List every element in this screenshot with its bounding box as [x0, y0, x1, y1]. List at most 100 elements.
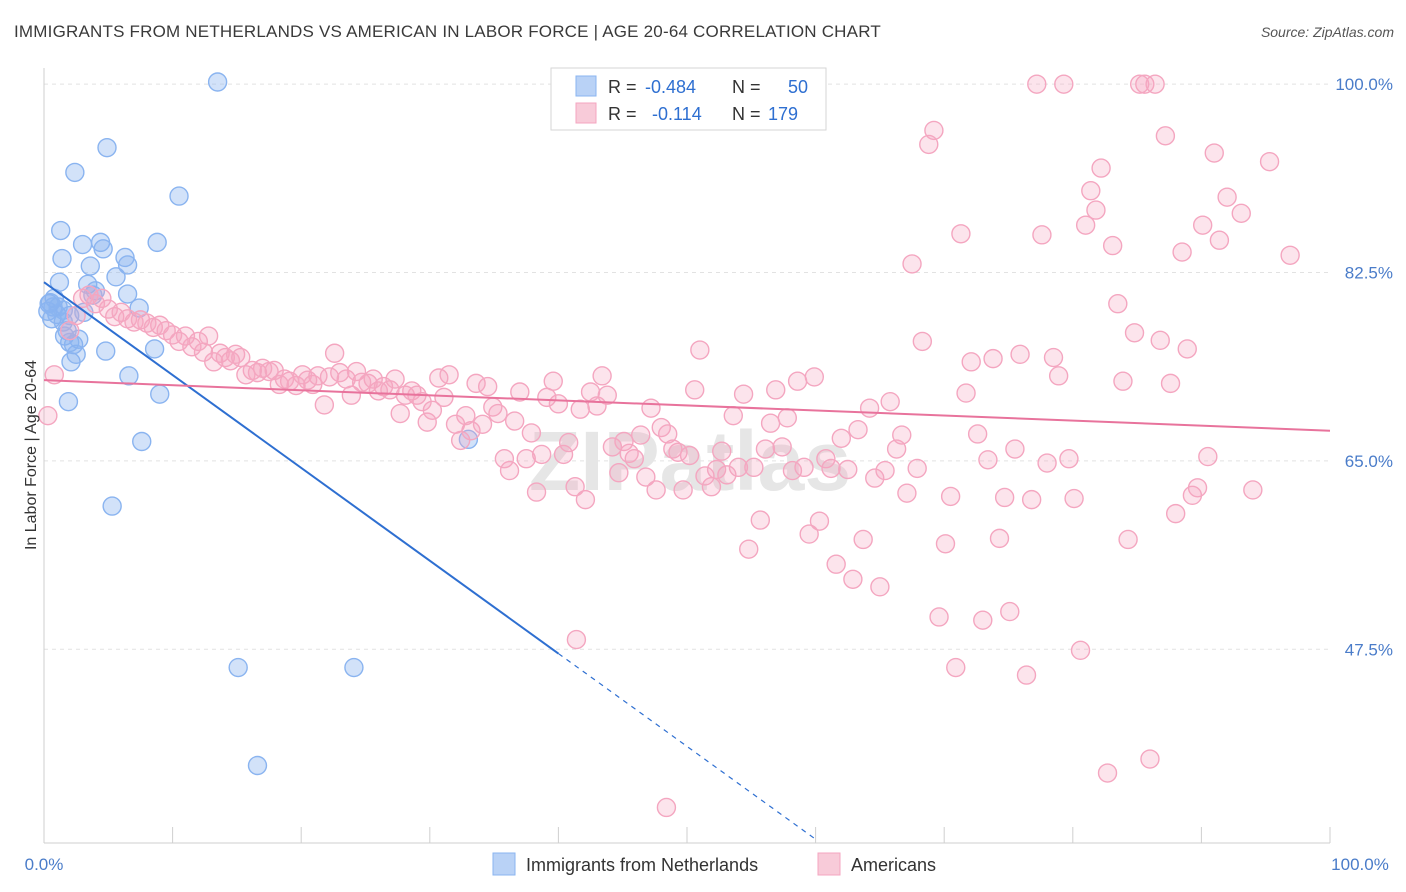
americans-point	[385, 369, 405, 389]
bottom-legend-label-netherlands: Immigrants from Netherlands	[526, 855, 758, 875]
americans-point	[865, 468, 885, 488]
americans-point	[924, 120, 944, 141]
americans-point	[1059, 449, 1079, 469]
americans-point	[1000, 601, 1020, 622]
americans-point	[723, 405, 743, 426]
chart-title: IMMIGRANTS FROM NETHERLANDS VS AMERICAN …	[14, 22, 881, 41]
americans-point	[733, 384, 754, 404]
americans-point	[766, 380, 786, 400]
americans-point	[902, 254, 922, 274]
americans-point	[553, 444, 574, 465]
americans-point	[701, 477, 722, 497]
bottom-legend-label-americans: Americans	[851, 855, 936, 875]
netherlands-point	[93, 239, 113, 259]
axes	[43, 68, 1330, 844]
americans-point	[1140, 749, 1160, 769]
americans-point	[1129, 74, 1150, 94]
americans-point	[929, 607, 949, 627]
americans-point	[912, 331, 933, 352]
americans-point	[38, 405, 58, 426]
legend-r-value-2: -0.114	[652, 104, 702, 124]
americans-point	[1021, 489, 1042, 510]
bottom-legend-swatch-netherlands	[492, 852, 516, 876]
americans-point	[1032, 225, 1052, 245]
americans-point	[466, 373, 486, 394]
americans-point	[782, 460, 803, 481]
americans-point	[989, 528, 1010, 549]
netherlands-point	[66, 344, 86, 365]
americans-point	[712, 441, 732, 461]
y-tick-label: 47.5%	[1345, 640, 1393, 659]
americans-point	[760, 413, 781, 433]
netherlands-point	[96, 341, 116, 361]
americans-point	[44, 365, 64, 385]
americans-point	[1165, 503, 1186, 524]
americans-point	[188, 331, 209, 352]
netherlands-point	[80, 256, 100, 276]
americans-point	[1064, 488, 1084, 509]
americans-point	[198, 326, 219, 346]
americans-point	[956, 383, 976, 403]
americans-point	[614, 431, 634, 452]
americans-point	[548, 394, 569, 414]
source-credit: Source: ZipAtlas.com	[1260, 24, 1394, 40]
americans-point	[456, 405, 476, 426]
y-tick-label: 65.0%	[1345, 452, 1393, 471]
americans-point	[804, 367, 825, 387]
americans-point	[1043, 347, 1064, 368]
americans-point	[870, 577, 890, 597]
americans-point	[978, 450, 998, 470]
americans-point	[1070, 640, 1091, 661]
americans-point	[1075, 215, 1096, 235]
americans-point	[516, 449, 536, 469]
netherlands-point	[147, 232, 167, 253]
americans-point	[477, 376, 498, 397]
netherlands-point	[58, 391, 79, 412]
americans-point	[225, 344, 246, 365]
netherlands-point	[150, 384, 170, 404]
americans-point	[461, 421, 481, 441]
legend-swatch-netherlands	[575, 75, 597, 97]
americans-point	[843, 569, 863, 589]
americans-point	[504, 411, 525, 431]
americans-point	[750, 510, 771, 530]
americans-point	[946, 657, 966, 678]
americans-point	[1177, 339, 1197, 359]
netherlands-point	[344, 657, 364, 678]
americans-point	[1108, 294, 1128, 314]
americans-point	[434, 387, 454, 408]
americans-point	[656, 797, 677, 818]
netherlands-point	[132, 431, 152, 452]
americans-point	[1027, 74, 1047, 94]
americans-point	[663, 439, 683, 459]
americans-point	[1113, 371, 1133, 391]
netherlands-point	[97, 137, 117, 158]
x-tick-label-max: 100.0%	[1331, 855, 1389, 874]
americans-point	[439, 365, 459, 385]
americans-point	[472, 414, 493, 434]
americans-point	[831, 428, 852, 448]
bottom-legend-swatch-americans	[817, 852, 841, 876]
americans-point	[1118, 529, 1138, 550]
americans-point	[314, 395, 335, 415]
americans-point	[983, 348, 1003, 369]
americans-point	[1081, 181, 1101, 201]
netherlands-point	[49, 272, 70, 292]
legend-swatch-americans	[575, 102, 597, 124]
americans-point	[1054, 74, 1074, 94]
americans-point	[755, 439, 776, 459]
trend-line-netherlands	[43, 281, 559, 655]
americans-point	[1048, 366, 1069, 386]
americans-point	[935, 534, 956, 554]
americans-point	[1145, 74, 1165, 94]
americans-point	[566, 629, 587, 650]
americans-point	[641, 398, 661, 418]
y-tick-label: 100.0%	[1335, 75, 1393, 94]
americans-point	[510, 382, 530, 402]
americans-point	[1097, 763, 1118, 783]
series-americans-points	[38, 74, 1300, 818]
americans-point	[853, 529, 873, 550]
americans-point	[636, 467, 656, 487]
americans-point	[488, 403, 508, 424]
